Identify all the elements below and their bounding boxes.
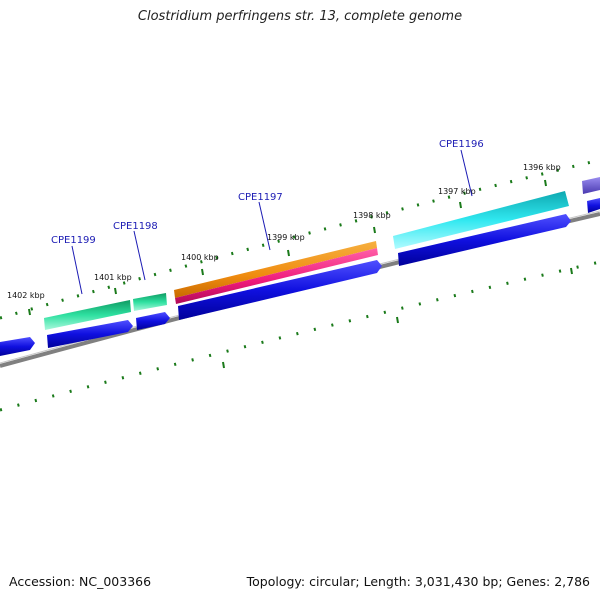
tick-label: 1400 kbp — [181, 253, 219, 262]
major-tick — [28, 308, 31, 316]
major-tick — [373, 226, 376, 234]
gene-leader-line — [258, 201, 271, 251]
gene-feature-cpe1196[interactable] — [393, 191, 569, 249]
cds-track — [0, 198, 600, 356]
gene-feature-cpe1197-pink[interactable] — [175, 248, 378, 304]
major-tick — [287, 249, 290, 257]
gene-label-cpe1198[interactable]: CPE1198 — [113, 221, 158, 232]
gene-label-cpe1197[interactable]: CPE1197 — [238, 192, 283, 203]
gene-feature-cpe1198[interactable] — [133, 293, 167, 311]
major-ticks — [28, 179, 573, 369]
tick-label: 1401 kbp — [94, 273, 132, 282]
tick-label: 1396 kbp — [523, 163, 561, 172]
major-tick — [396, 316, 399, 324]
major-tick — [201, 268, 204, 276]
tick-label: 1399 kbp — [267, 233, 305, 242]
gene-feature-right[interactable] — [582, 177, 600, 194]
gene-label-cpe1199[interactable]: CPE1199 — [51, 235, 96, 246]
accession-text: Accession: NC_003366 — [9, 574, 152, 589]
tick-label: 1397 kbp — [438, 187, 476, 196]
tick-labels: 1402 kbp 1401 kbp 1400 kbp 1399 kbp 1398… — [7, 163, 561, 300]
gene-feature-cpe1197-orange[interactable] — [174, 241, 377, 298]
gene-leader-line — [133, 230, 146, 281]
cds-feature-cpe1199[interactable] — [47, 320, 133, 348]
tick-label: 1402 kbp — [7, 291, 45, 300]
gene-leader-line — [71, 245, 83, 295]
cds-feature-cpe1197[interactable] — [178, 260, 382, 320]
major-tick — [544, 179, 547, 187]
gene-leader-line — [460, 149, 473, 197]
cds-feature-right[interactable] — [587, 198, 600, 213]
gene-feature-cpe1199[interactable] — [44, 300, 131, 330]
gene-labels: CPE1199 CPE1198 CPE1197 CPE1196 — [51, 139, 484, 295]
gene-track — [44, 177, 600, 330]
cds-feature-left[interactable] — [0, 337, 35, 356]
map-title: Clostridium perfringens str. 13, complet… — [137, 9, 463, 24]
major-tick — [459, 201, 462, 209]
major-tick — [222, 361, 225, 369]
cds-feature-cpe1198[interactable] — [136, 312, 170, 330]
gene-label-cpe1196[interactable]: CPE1196 — [439, 139, 484, 150]
major-tick — [570, 267, 573, 275]
genome-summary: Topology: circular; Length: 3,031,430 bp… — [246, 574, 590, 589]
tick-label: 1398 kbp — [353, 211, 391, 220]
major-tick — [114, 287, 117, 295]
cds-feature-cpe1196[interactable] — [398, 214, 571, 266]
